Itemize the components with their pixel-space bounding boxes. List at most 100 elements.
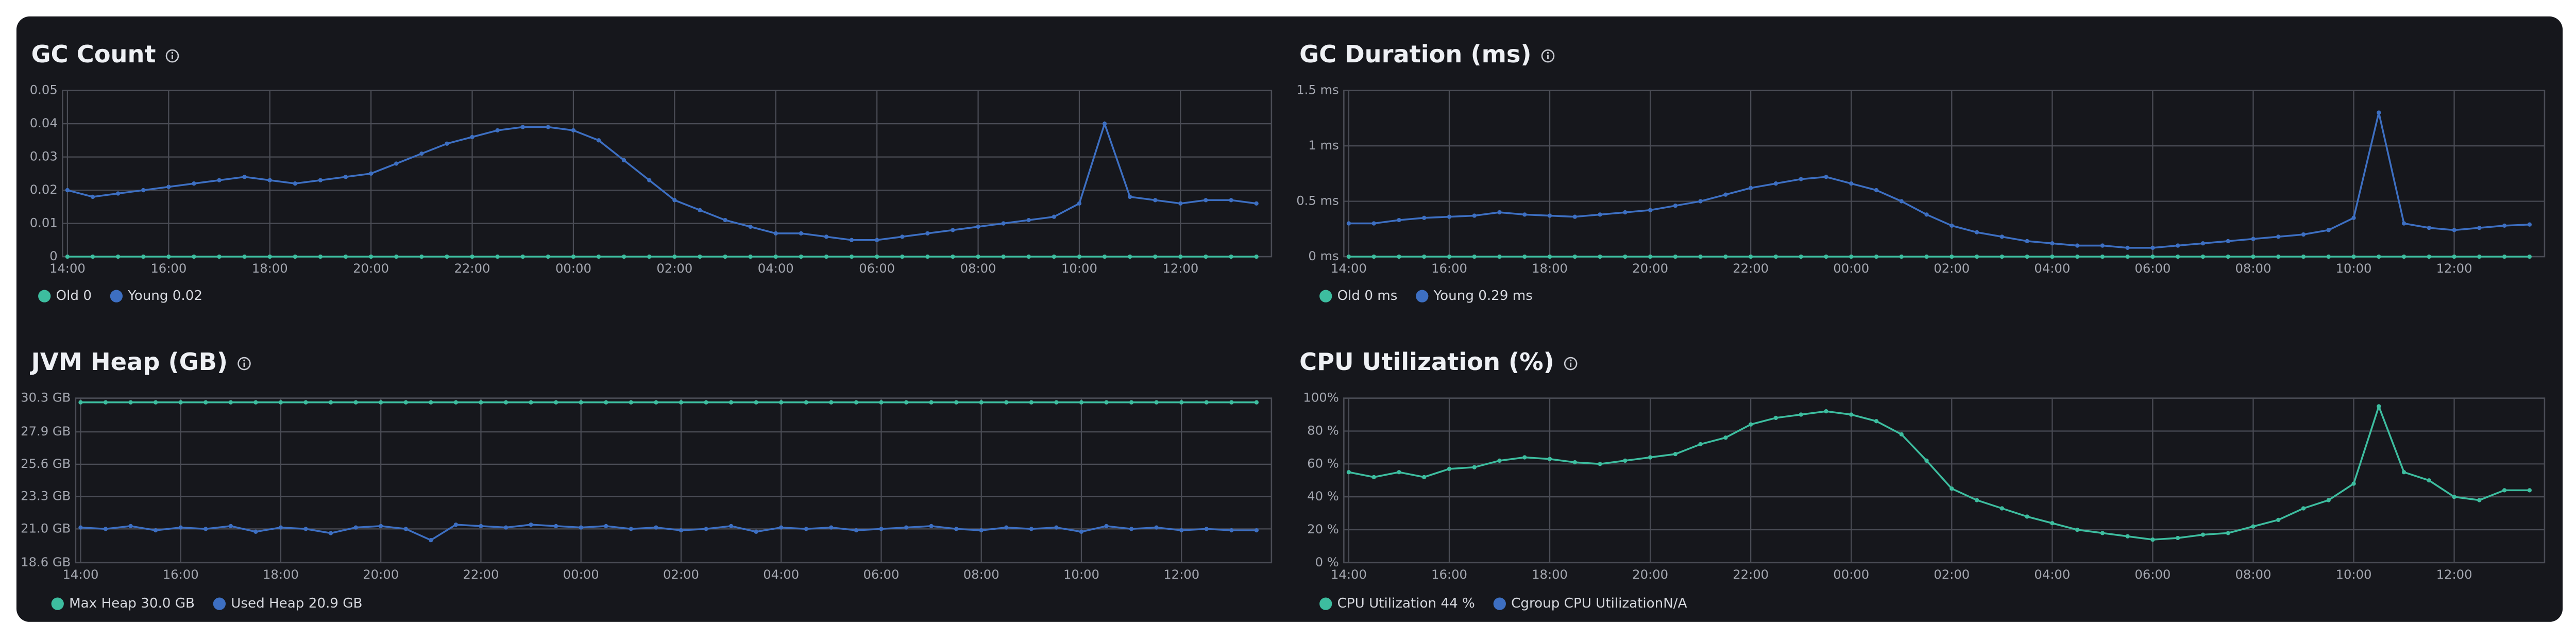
data-point (654, 400, 658, 405)
x-tick-label: 04:00 (2034, 261, 2070, 276)
x-tick-label: 18:00 (1532, 261, 1568, 276)
data-point (1254, 400, 1259, 405)
data-point (2025, 239, 2029, 244)
data-point (2050, 521, 2055, 526)
data-point (328, 531, 333, 535)
x-tick-label: 08:00 (2235, 261, 2272, 276)
data-point (1999, 254, 2004, 259)
data-point (1673, 204, 1678, 208)
data-point (1154, 400, 1159, 405)
x-tick-label: 14:00 (1331, 567, 1367, 582)
data-point (429, 538, 433, 543)
data-point (242, 254, 247, 259)
data-point (2301, 254, 2306, 259)
data-point (1799, 412, 1803, 417)
y-tick-label: 100% (1303, 390, 1338, 405)
data-point (1974, 230, 1979, 234)
data-point (951, 228, 955, 232)
data-point (553, 524, 558, 529)
y-tick-label: 0.04 (30, 115, 58, 130)
data-point (854, 400, 859, 405)
data-point (1824, 409, 1828, 414)
data-point (2276, 517, 2281, 523)
x-tick-label: 04:00 (2034, 567, 2070, 582)
data-point (2150, 254, 2155, 259)
data-point (228, 524, 233, 529)
data-point (128, 524, 133, 529)
data-point (419, 151, 424, 156)
data-point (679, 528, 684, 533)
data-point (1799, 254, 1803, 259)
data-point (2477, 254, 2482, 259)
data-point (698, 254, 702, 259)
data-point (328, 400, 333, 405)
data-point (1472, 465, 1477, 469)
data-point (1204, 254, 1208, 259)
data-point (824, 254, 829, 259)
data-point (1179, 400, 1184, 405)
data-point (1648, 208, 1653, 212)
series-line (1348, 403, 2530, 541)
data-point (779, 400, 784, 405)
data-point (1104, 524, 1109, 529)
data-point (2100, 243, 2105, 248)
data-point (520, 125, 525, 129)
data-point (1698, 254, 1703, 259)
data-point (1371, 254, 1376, 259)
data-point (799, 231, 803, 236)
data-point (192, 181, 196, 186)
data-point (2377, 254, 2381, 259)
legend-label: Used Heap 20.9 GB (231, 596, 362, 611)
x-tick-label: 10:00 (2336, 261, 2372, 276)
x-tick-label: 08:00 (963, 567, 999, 582)
data-point (621, 254, 626, 259)
data-point (2226, 239, 2230, 244)
data-point (103, 527, 108, 531)
x-tick-label: 14:00 (63, 567, 99, 582)
data-point (2527, 254, 2532, 259)
data-point (723, 254, 727, 259)
series-line (1348, 112, 2530, 249)
data-point (1128, 254, 1132, 259)
data-point (2351, 481, 2356, 486)
y-tick-label: 1 ms (1308, 138, 1338, 153)
data-point (954, 400, 959, 405)
legend-label: Cgroup CPU UtilizationN/A (1511, 596, 1687, 611)
data-point (1824, 175, 1828, 179)
data-point (1547, 213, 1552, 218)
x-tick-label: 06:00 (2134, 567, 2171, 582)
data-point (1077, 201, 1082, 206)
y-tick-label: 80 % (1307, 423, 1339, 438)
x-tick-label: 12:00 (2436, 567, 2472, 582)
y-tick-label: 40 % (1307, 489, 1339, 503)
data-point (1673, 452, 1678, 457)
data-point (925, 254, 930, 259)
data-point (1029, 400, 1033, 405)
data-point (728, 524, 734, 529)
data-point (2125, 254, 2130, 259)
data-point (2075, 243, 2080, 248)
data-point (546, 125, 550, 129)
data-point (2427, 226, 2431, 230)
data-point (495, 128, 500, 133)
data-point (1346, 470, 1351, 475)
data-point (1497, 210, 1502, 215)
info-icon-dot (1569, 359, 1572, 362)
data-point (2527, 488, 2532, 493)
data-point (166, 184, 171, 189)
legend-swatch (1319, 597, 1332, 610)
data-point (2351, 215, 2356, 220)
data-point (1924, 212, 1929, 217)
data-point (579, 400, 583, 405)
data-point (1077, 254, 1082, 259)
data-point (904, 400, 909, 405)
data-point (1899, 254, 1904, 259)
data-point (192, 254, 196, 259)
data-point (2075, 254, 2080, 259)
data-point (204, 527, 208, 531)
data-point (1447, 214, 1452, 219)
data-point (672, 254, 677, 259)
data-point (979, 400, 984, 405)
data-point (1522, 212, 1527, 217)
